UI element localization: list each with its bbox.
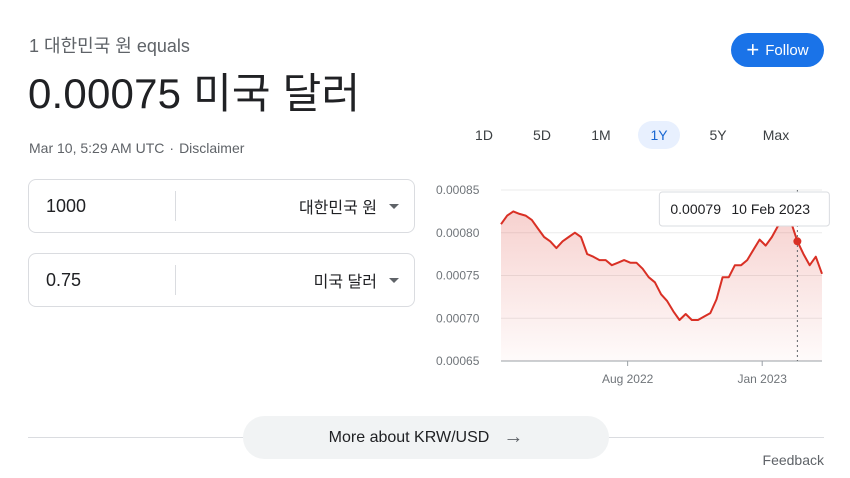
area-fill <box>501 211 822 361</box>
y-tick-label: 0.00065 <box>436 354 480 368</box>
rate-meta: Mar 10, 5:29 AM UTC · Disclaimer <box>29 140 244 156</box>
x-tick-label: Aug 2022 <box>602 372 654 386</box>
tab-1d[interactable]: 1D <box>475 127 493 143</box>
time-range-tabs: 1D 5D 1M 1Y 5Y Max <box>462 121 832 149</box>
from-currency-row: 1000 대한민국 원 <box>28 179 415 233</box>
dropdown-caret-icon <box>389 277 399 283</box>
from-currency-label: 대한민국 원 <box>298 200 377 217</box>
more-about-label: More about KRW/USD <box>328 428 490 446</box>
rate-subtitle: 1 대한민국 원 equals <box>29 36 190 56</box>
more-about-button[interactable]: More about KRW/USD → <box>243 416 609 459</box>
tooltip-date: 10 Feb 2023 <box>731 201 810 217</box>
arrow-right-icon: → <box>503 426 524 448</box>
to-amount-input[interactable]: 0.75 <box>46 269 82 290</box>
x-tick-label: Jan 2023 <box>738 372 788 386</box>
from-amount-input[interactable]: 1000 <box>46 195 87 216</box>
tab-1m[interactable]: 1M <box>591 127 611 143</box>
dropdown-caret-icon <box>389 203 399 209</box>
to-currency-label: 미국 달러 <box>313 274 377 291</box>
y-tick-label: 0.00075 <box>436 269 480 283</box>
tooltip-value: 0.00079 <box>670 201 721 217</box>
y-tick-label: 0.00085 <box>436 183 480 197</box>
tab-1y[interactable]: 1Y <box>638 121 680 149</box>
tooltip-box <box>658 191 830 227</box>
meta-separator: · <box>169 140 175 156</box>
follow-button[interactable]: + Follow <box>731 33 824 67</box>
exchange-rate-value: 0.00075 미국 달러 <box>28 70 361 117</box>
from-currency-select[interactable]: 대한민국 원 <box>176 194 414 218</box>
disclaimer-link[interactable]: Disclaimer <box>179 140 245 156</box>
rate-line <box>500 210 823 321</box>
timestamp: Mar 10, 5:29 AM UTC <box>29 140 165 156</box>
feedback-link[interactable]: Feedback <box>762 452 824 468</box>
field-divider <box>175 265 176 295</box>
tab-5d[interactable]: 5D <box>533 127 551 143</box>
plus-icon: + <box>746 37 760 62</box>
y-tick-label: 0.00080 <box>436 226 480 240</box>
to-currency-row: 0.75 미국 달러 <box>28 253 415 307</box>
field-divider <box>175 191 176 221</box>
tab-max[interactable]: Max <box>762 127 790 143</box>
highlight-point <box>793 237 802 246</box>
exchange-rate-chart[interactable]: 0.00085 0.00080 0.00075 0.00070 0.00065 Aug 2… <box>430 176 830 391</box>
follow-label: Follow <box>765 41 809 59</box>
y-tick-label: 0.00070 <box>436 311 480 325</box>
to-currency-select[interactable]: 미국 달러 <box>176 268 414 292</box>
tab-5y[interactable]: 5Y <box>709 127 727 143</box>
